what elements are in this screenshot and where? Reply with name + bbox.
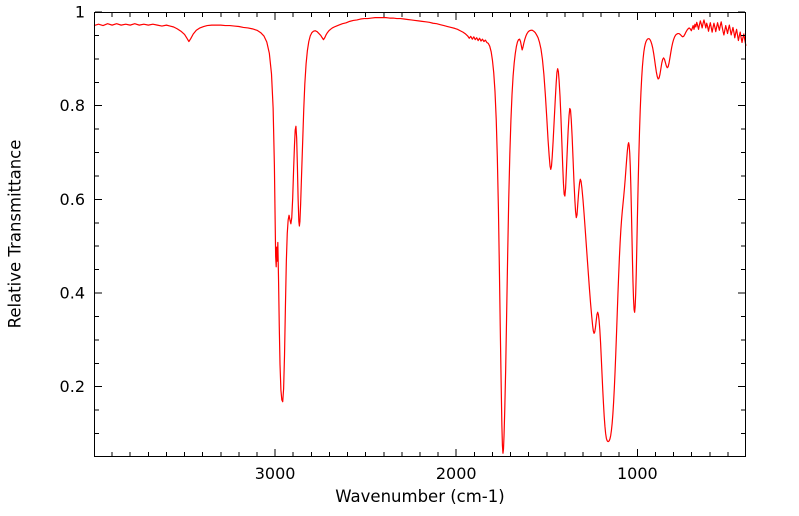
y-tick-label: 0.4 <box>60 284 85 303</box>
x-axis-label: Wavenumber (cm-1) <box>335 487 505 506</box>
x-tick-label: 1000 <box>617 464 658 483</box>
y-tick-label: 0.6 <box>60 190 85 209</box>
spectrum-series <box>93 17 747 454</box>
axis-ticks <box>95 11 745 456</box>
y-tick-label: 0.8 <box>60 96 85 115</box>
plot-frame <box>94 12 746 457</box>
x-tick-label: 2000 <box>436 464 477 483</box>
y-tick-label: 1 <box>75 3 85 22</box>
tick-labels: 3000 2000 1000 0.2 0.4 0.6 0.8 1 <box>60 3 658 484</box>
x-tick-label: 3000 <box>255 464 296 483</box>
y-axis-label: Relative Transmittance <box>5 139 25 329</box>
spectrum-trace <box>93 17 747 454</box>
y-tick-label: 0.2 <box>60 377 85 396</box>
